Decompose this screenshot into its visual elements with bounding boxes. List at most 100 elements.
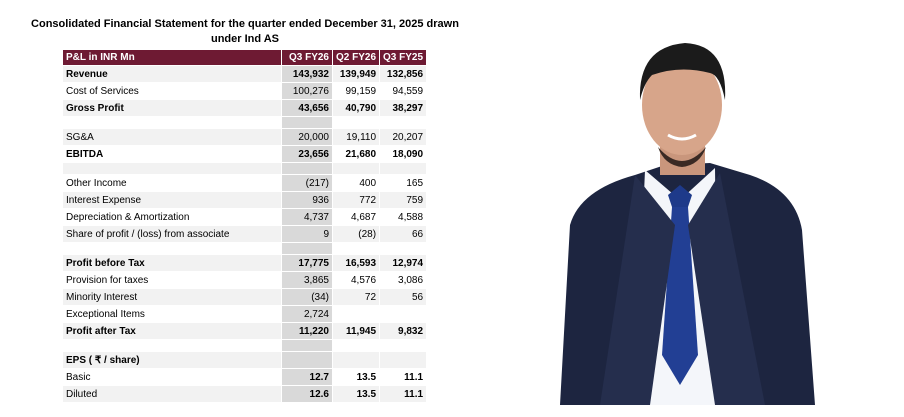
value-cell: 23,656 [281, 145, 333, 163]
row-label: Exceptional Items [63, 305, 282, 323]
value-cell: 11.1 [379, 368, 427, 386]
document-title: Consolidated Financial Statement for the… [31, 18, 459, 45]
row-label: Interest Expense [63, 191, 282, 209]
row-label: Basic [63, 368, 282, 386]
table-row: Cost of Services 100,276 99,159 94,559 [63, 82, 427, 100]
spacer-row [63, 162, 427, 175]
table-row: Profit before Tax 17,775 16,593 12,974 [63, 254, 427, 272]
value-cell: (34) [281, 288, 333, 306]
pnl-table: P&L in INR Mn Q3 FY26 Q2 FY26 Q3 FY25 Revenu… [63, 50, 427, 403]
value-cell: 19,110 [331, 128, 380, 146]
value-cell: 12.7 [281, 368, 333, 386]
value-cell: 132,856 [379, 65, 427, 83]
empty-cell [331, 116, 380, 129]
value-cell: 400 [331, 174, 380, 192]
value-cell: 99,159 [331, 82, 380, 100]
row-label: EPS ( ₹ / share) [63, 351, 282, 369]
value-cell: 11,220 [281, 322, 333, 340]
value-cell: 17,775 [281, 254, 333, 272]
empty-cell [331, 162, 380, 175]
row-label: Profit before Tax [63, 254, 282, 272]
value-cell: 4,588 [379, 208, 427, 226]
table-row: Minority Interest (34) 72 56 [63, 288, 427, 306]
empty-cell [63, 242, 282, 255]
empty-cell [379, 339, 427, 352]
value-cell: 759 [379, 191, 427, 209]
value-cell: 43,656 [281, 99, 333, 117]
value-cell: 165 [379, 174, 427, 192]
value-cell: 772 [331, 191, 380, 209]
value-cell: 12.6 [281, 385, 333, 403]
value-cell: 4,737 [281, 208, 333, 226]
value-cell: 21,680 [331, 145, 380, 163]
table-row: Depreciation & Amortization 4,737 4,687 4,5… [63, 208, 427, 226]
row-label: EBITDA [63, 145, 282, 163]
value-cell [331, 351, 380, 369]
table-row: Share of profit / (loss) from associate 9… [63, 225, 427, 243]
value-cell: 3,086 [379, 271, 427, 289]
value-cell [281, 351, 333, 369]
row-label: Diluted [63, 385, 282, 403]
value-cell: 18,090 [379, 145, 427, 163]
value-cell: 13.5 [331, 368, 380, 386]
value-cell: 20,207 [379, 128, 427, 146]
table-row: EBITDA 23,656 21,680 18,090 [63, 145, 427, 163]
row-label: Share of profit / (loss) from associate [63, 225, 282, 243]
table-row: Profit after Tax 11,220 11,945 9,832 [63, 322, 427, 340]
spacer-row [63, 339, 427, 352]
empty-cell [281, 242, 333, 255]
spacer-row [63, 242, 427, 255]
empty-cell [281, 162, 333, 175]
table-row: Revenue 143,932 139,949 132,856 [63, 65, 427, 83]
value-cell: 11.1 [379, 385, 427, 403]
value-cell: (28) [331, 225, 380, 243]
value-cell: 11,945 [331, 322, 380, 340]
header-cell: Q3 FY25 [379, 50, 427, 66]
row-label: Gross Profit [63, 99, 282, 117]
table-row: SG&A 20,000 19,110 20,207 [63, 128, 427, 146]
value-cell: 139,949 [331, 65, 380, 83]
row-label: Depreciation & Amortization [63, 208, 282, 226]
row-label: Provision for taxes [63, 271, 282, 289]
value-cell: 12,974 [379, 254, 427, 272]
empty-cell [63, 162, 282, 175]
value-cell [379, 305, 427, 323]
value-cell: 20,000 [281, 128, 333, 146]
table-row: Other Income (217) 400 165 [63, 174, 427, 192]
empty-cell [379, 116, 427, 129]
empty-cell [63, 339, 282, 352]
value-cell: 2,724 [281, 305, 333, 323]
value-cell: 40,790 [331, 99, 380, 117]
row-label: Minority Interest [63, 288, 282, 306]
header-cell: Q2 FY26 [331, 50, 380, 66]
value-cell: 38,297 [379, 99, 427, 117]
value-cell: 4,576 [331, 271, 380, 289]
table-row: Gross Profit 43,656 40,790 38,297 [63, 99, 427, 117]
value-cell: 4,687 [331, 208, 380, 226]
empty-cell [63, 116, 282, 129]
table-row: Provision for taxes 3,865 4,576 3,086 [63, 271, 427, 289]
row-label: Profit after Tax [63, 322, 282, 340]
table-row: EPS ( ₹ / share) [63, 351, 427, 369]
header-cell: P&L in INR Mn [63, 50, 282, 66]
value-cell: 66 [379, 225, 427, 243]
empty-cell [331, 339, 380, 352]
empty-cell [379, 162, 427, 175]
table-row: Interest Expense 936 772 759 [63, 191, 427, 209]
value-cell: (217) [281, 174, 333, 192]
value-cell: 16,593 [331, 254, 380, 272]
value-cell [331, 305, 380, 323]
row-label: SG&A [63, 128, 282, 146]
value-cell: 13.5 [331, 385, 380, 403]
header-row: P&L in INR Mn Q3 FY26 Q2 FY26 Q3 FY25 [63, 50, 427, 66]
empty-cell [281, 116, 333, 129]
value-cell: 936 [281, 191, 333, 209]
value-cell: 100,276 [281, 82, 333, 100]
empty-cell [379, 242, 427, 255]
row-label: Cost of Services [63, 82, 282, 100]
value-cell: 9 [281, 225, 333, 243]
spacer-row [63, 116, 427, 129]
empty-cell [331, 242, 380, 255]
row-label: Revenue [63, 65, 282, 83]
